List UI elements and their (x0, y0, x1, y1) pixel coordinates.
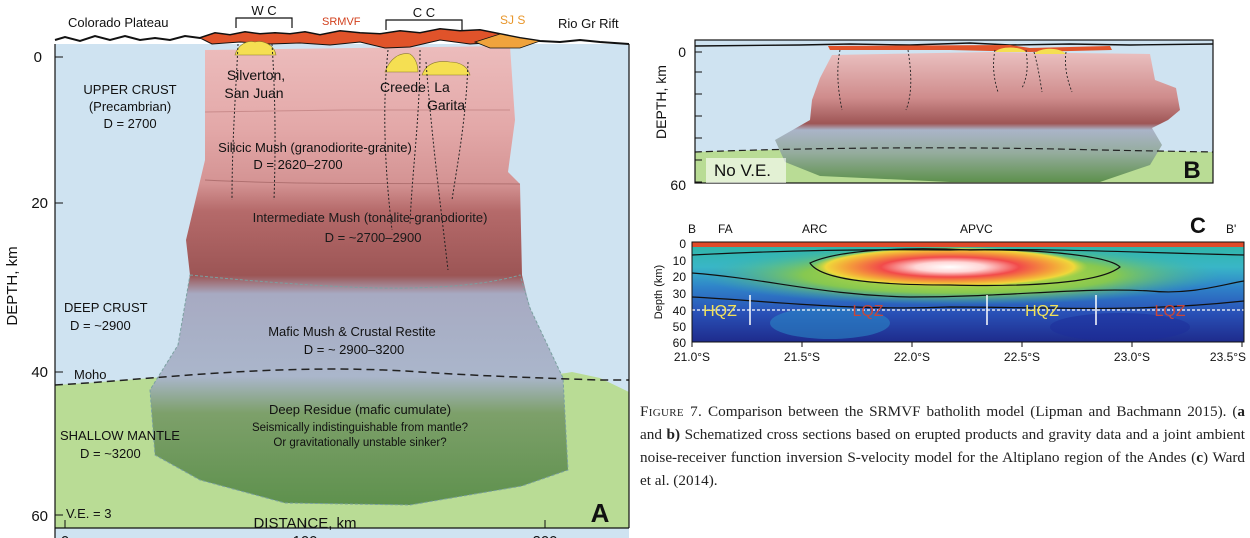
caption-and: and (640, 426, 667, 443)
sjs-label: SJ S (500, 13, 525, 27)
c-xtick-21-0: 21.0°S (674, 350, 710, 364)
srmvf-volcanic-fill (198, 28, 503, 49)
c-ytick-20: 20 (673, 270, 687, 284)
c-label-arc: ARC (802, 222, 828, 236)
c-label-fa: FA (718, 222, 733, 236)
deep-residue-line1: Deep Residue (mafic cumulate) (269, 402, 451, 417)
panel-a-letter: A (591, 498, 610, 528)
c-ytick-40: 40 (673, 304, 687, 318)
creede-label: Creede (380, 79, 426, 95)
x-tick-200: 200 (532, 533, 557, 538)
low-velocity-zone (812, 247, 1088, 287)
y-tick-0: 0 (34, 49, 42, 66)
panel-b-faults (837, 49, 1073, 111)
panel-a-cross-section: DEPTH, km 0 20 40 60 0 100 200 DISTANCE,… (4, 3, 630, 538)
la-garita-line1: La (434, 79, 450, 95)
caption-text-3: ) Ward et al. (2014). (640, 449, 1245, 489)
panel-b-y-tick-0: 0 (678, 44, 686, 60)
deep-crust-line2: D = ~2900 (70, 318, 131, 333)
panel-c-velocity-model: B FA ARC APVC B' C Depth (km) 0 10 20 30… (653, 215, 1246, 364)
ve-label: V.E. = 3 (66, 506, 111, 521)
panel-b-y-tick-60: 60 (670, 177, 686, 193)
silverton-line2: San Juan (224, 85, 283, 101)
c-xtick-23-5: 23.5°S (1210, 350, 1246, 364)
deep-residue-line3: Or gravitationally unstable sinker? (273, 437, 446, 449)
deep-crust-line1: DEEP CRUST (64, 300, 148, 315)
intermediate-line2: D = ~2700–2900 (325, 230, 422, 245)
silverton-caldera (234, 41, 277, 56)
y-tick-60: 60 (31, 508, 48, 525)
silicic-line1: Silicic Mush (granodiorite-granite) (218, 140, 412, 155)
upper-crust-line1: UPPER CRUST (83, 82, 176, 97)
panel-b-letter: B (1183, 157, 1200, 184)
cc-label: C C (413, 5, 435, 20)
c-ytick-0: 0 (679, 237, 686, 251)
c-ytick-60: 60 (673, 336, 687, 350)
c-xtick-22-0: 22.0°S (894, 350, 930, 364)
shallow-mantle-line1: SHALLOW MANTLE (60, 428, 180, 443)
panel-c-letter: C (1190, 215, 1206, 238)
colorado-plateau-label: Colorado Plateau (68, 15, 168, 30)
no-ve-box (706, 158, 786, 183)
mafic-boundary (149, 274, 569, 506)
cc-bracket (385, 19, 463, 30)
silverton-line1: Silverton, (227, 67, 285, 83)
y-tick-20: 20 (31, 195, 48, 212)
figure-label: Figure 7. (640, 403, 703, 420)
mafic-line1: Mafic Mush & Crustal Restite (268, 324, 436, 339)
zone-lqz-1: LQZ (852, 303, 883, 320)
c-label-b: B (688, 222, 696, 236)
panel-b-cross-section: DEPTH, km 0 60 No V.E. B (653, 39, 1214, 193)
c-ytick-50: 50 (673, 320, 687, 334)
rio-grande-label: Rio Gr Rift (558, 16, 619, 31)
c-xtick-22-5: 22.5°S (1004, 350, 1040, 364)
creede-caldera (384, 53, 419, 73)
c-xtick-21-5: 21.5°S (784, 350, 820, 364)
zone-hqz-2: HQZ (1025, 303, 1059, 320)
upper-crust-line2: (Precambrian) (89, 99, 171, 114)
moho-line (54, 368, 629, 386)
caption-b: b) (666, 426, 681, 443)
moho-label: Moho (74, 367, 107, 382)
caption-text-2: Schematized cross sections based on erup… (640, 426, 1245, 466)
panel-b-y-axis-title: DEPTH, km (653, 65, 669, 139)
x-tick-100: 100 (292, 533, 317, 538)
c-label-apvc: APVC (960, 222, 993, 236)
y-tick-40: 40 (31, 364, 48, 381)
batholith-body (150, 46, 568, 505)
panel-a-distance-title: DISTANCE, km (253, 515, 357, 532)
no-ve-label: No V.E. (714, 161, 771, 180)
c-xtick-23-0: 23.0°S (1114, 350, 1150, 364)
y-axis-title: DEPTH, km (4, 246, 21, 325)
la-garita-caldera (421, 61, 471, 76)
c-ytick-10: 10 (673, 254, 687, 268)
upper-crust-line3: D = 2700 (103, 116, 156, 131)
sjs-orange-fill (473, 33, 541, 49)
c-label-bprime: B' (1226, 222, 1236, 236)
caldera-faults (231, 43, 469, 271)
shallow-mantle-line2: D = ~3200 (80, 446, 141, 461)
caption-a: a (1237, 403, 1245, 420)
zone-lqz-2: LQZ (1154, 303, 1185, 320)
caption-c: c (1196, 449, 1203, 466)
intermediate-line1: Intermediate Mush (tonalite-granodiorite… (253, 210, 488, 225)
mafic-line2: D = ~ 2900–3200 (304, 342, 404, 357)
wc-bracket (235, 17, 293, 28)
figure-caption: Figure 7. Comparison between the SRMVF b… (640, 400, 1245, 492)
wc-label: W C (251, 3, 276, 18)
srmvf-label: SRMVF (322, 16, 361, 28)
x-tick-0: 0 (61, 533, 69, 538)
velocity-contours (691, 248, 1245, 310)
caption-text-1: Comparison between the SRMVF batholith m… (702, 403, 1238, 420)
silicic-line2: D = 2620–2700 (253, 157, 342, 172)
panel-b-batholith (775, 52, 1180, 182)
c-ytick-30: 30 (673, 287, 687, 301)
panel-c-y-axis-title: Depth (km) (653, 265, 665, 319)
la-garita-line2: Garita (427, 97, 465, 113)
deep-residue-line2: Seismically indistinguishable from mantl… (252, 422, 468, 434)
zone-hqz-1: HQZ (703, 303, 737, 320)
